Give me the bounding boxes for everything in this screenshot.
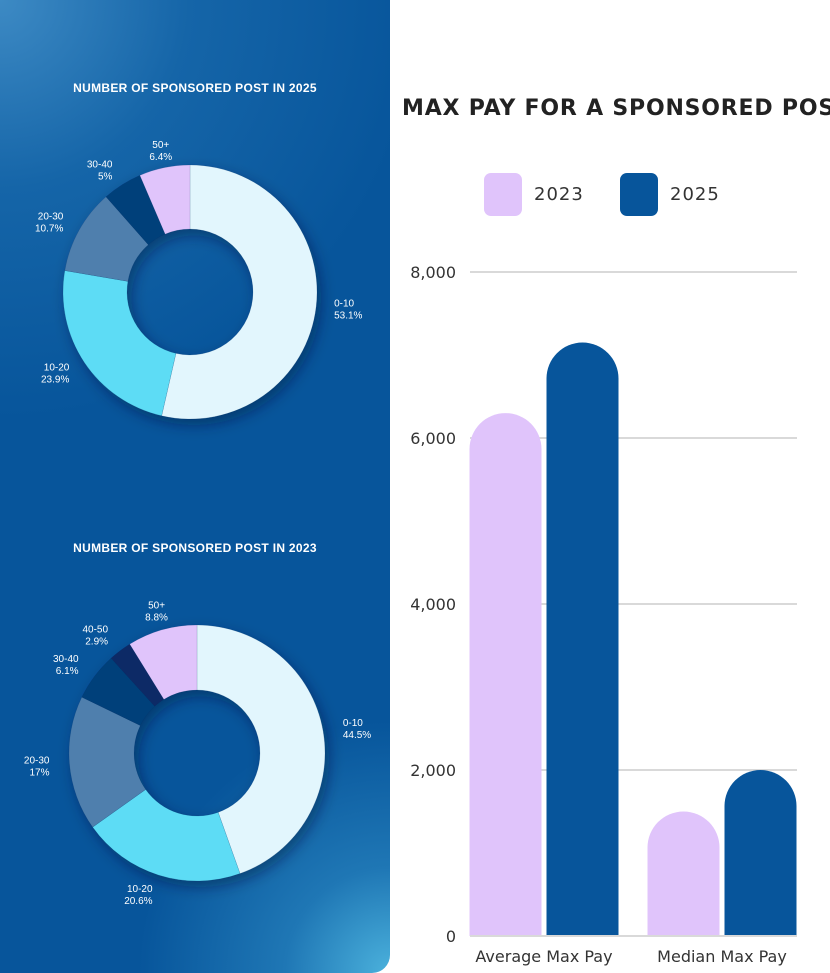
pie-slice-label: 50+ xyxy=(152,140,169,151)
x-category-label: Average Max Pay xyxy=(475,947,612,966)
legend-label-2025: 2025 xyxy=(670,183,720,205)
pie-panel: NUMBER OF SPONSORED POST IN 2025 0-10 53.… xyxy=(0,0,390,973)
pie-slice-percent: 6.4% xyxy=(149,152,172,163)
pie-slice-label: 0-10 xyxy=(343,718,363,729)
pie-2025-title: NUMBER OF SPONSORED POST IN 2025 xyxy=(73,81,317,95)
pie-slice-0-10 xyxy=(196,624,326,874)
bar-chart-title: MAX PAY FOR A SPONSORED POST xyxy=(402,96,830,121)
bar-2023-average xyxy=(469,413,542,937)
bar-2025-median xyxy=(724,770,797,936)
legend-label-2023: 2023 xyxy=(534,183,584,205)
bar-chart: 0 2,000 4,000 6,000 8,000 Average Max Pay Medi… xyxy=(410,263,797,966)
legend-swatch-2025 xyxy=(620,172,658,216)
y-tick-label: 2,000 xyxy=(410,761,456,780)
legend-item-2025: 2025 xyxy=(620,172,720,216)
pie-slice-percent: 20.6% xyxy=(124,896,152,907)
pie-slice-percent: 53.1% xyxy=(334,310,362,321)
pie-slice-label: 30-40 xyxy=(53,654,79,665)
pie-slice-50plus xyxy=(139,164,191,235)
pie-slice-percent: 8.8% xyxy=(145,613,168,624)
pie-slice-label: 10-20 xyxy=(127,884,153,895)
pie-slice-percent: 5% xyxy=(98,171,113,182)
pie-slice-50plus xyxy=(129,624,198,700)
legend-item-2023: 2023 xyxy=(484,172,584,216)
pie-slice-percent: 44.5% xyxy=(343,730,371,741)
y-tick-label: 0 xyxy=(446,927,456,946)
pie-slice-percent: 10.7% xyxy=(35,223,63,234)
x-category-label: Median Max Pay xyxy=(657,947,787,966)
pie-slice-label: 50+ xyxy=(148,601,165,612)
pie-slice-percent: 6.1% xyxy=(56,666,79,677)
pie-slice-10-20 xyxy=(92,789,241,882)
pie-slice-label: 20-30 xyxy=(38,211,64,222)
pie-slice-label: 10-20 xyxy=(44,362,70,373)
pie-2023-title: NUMBER OF SPONSORED POST IN 2023 xyxy=(73,541,317,555)
pie-slice-percent: 23.9% xyxy=(41,374,69,385)
pie-slice-0-10 xyxy=(161,164,318,420)
pie-slice-label: 40-50 xyxy=(82,625,108,636)
legend-swatch-2023 xyxy=(484,172,522,216)
pie-slice-label: 0-10 xyxy=(334,298,354,309)
pie-slice-10-20 xyxy=(62,270,177,417)
y-tick-label: 6,000 xyxy=(410,429,456,448)
pie-slice-label: 30-40 xyxy=(87,159,113,170)
pie-slice-percent: 2.9% xyxy=(85,637,108,648)
bar-2025-average xyxy=(546,342,619,936)
bar-2023-median xyxy=(647,811,720,936)
y-tick-label: 4,000 xyxy=(410,595,456,614)
y-tick-label: 8,000 xyxy=(410,263,456,282)
pie-slice-percent: 17% xyxy=(29,767,49,778)
pie-slice-label: 20-30 xyxy=(24,755,50,766)
